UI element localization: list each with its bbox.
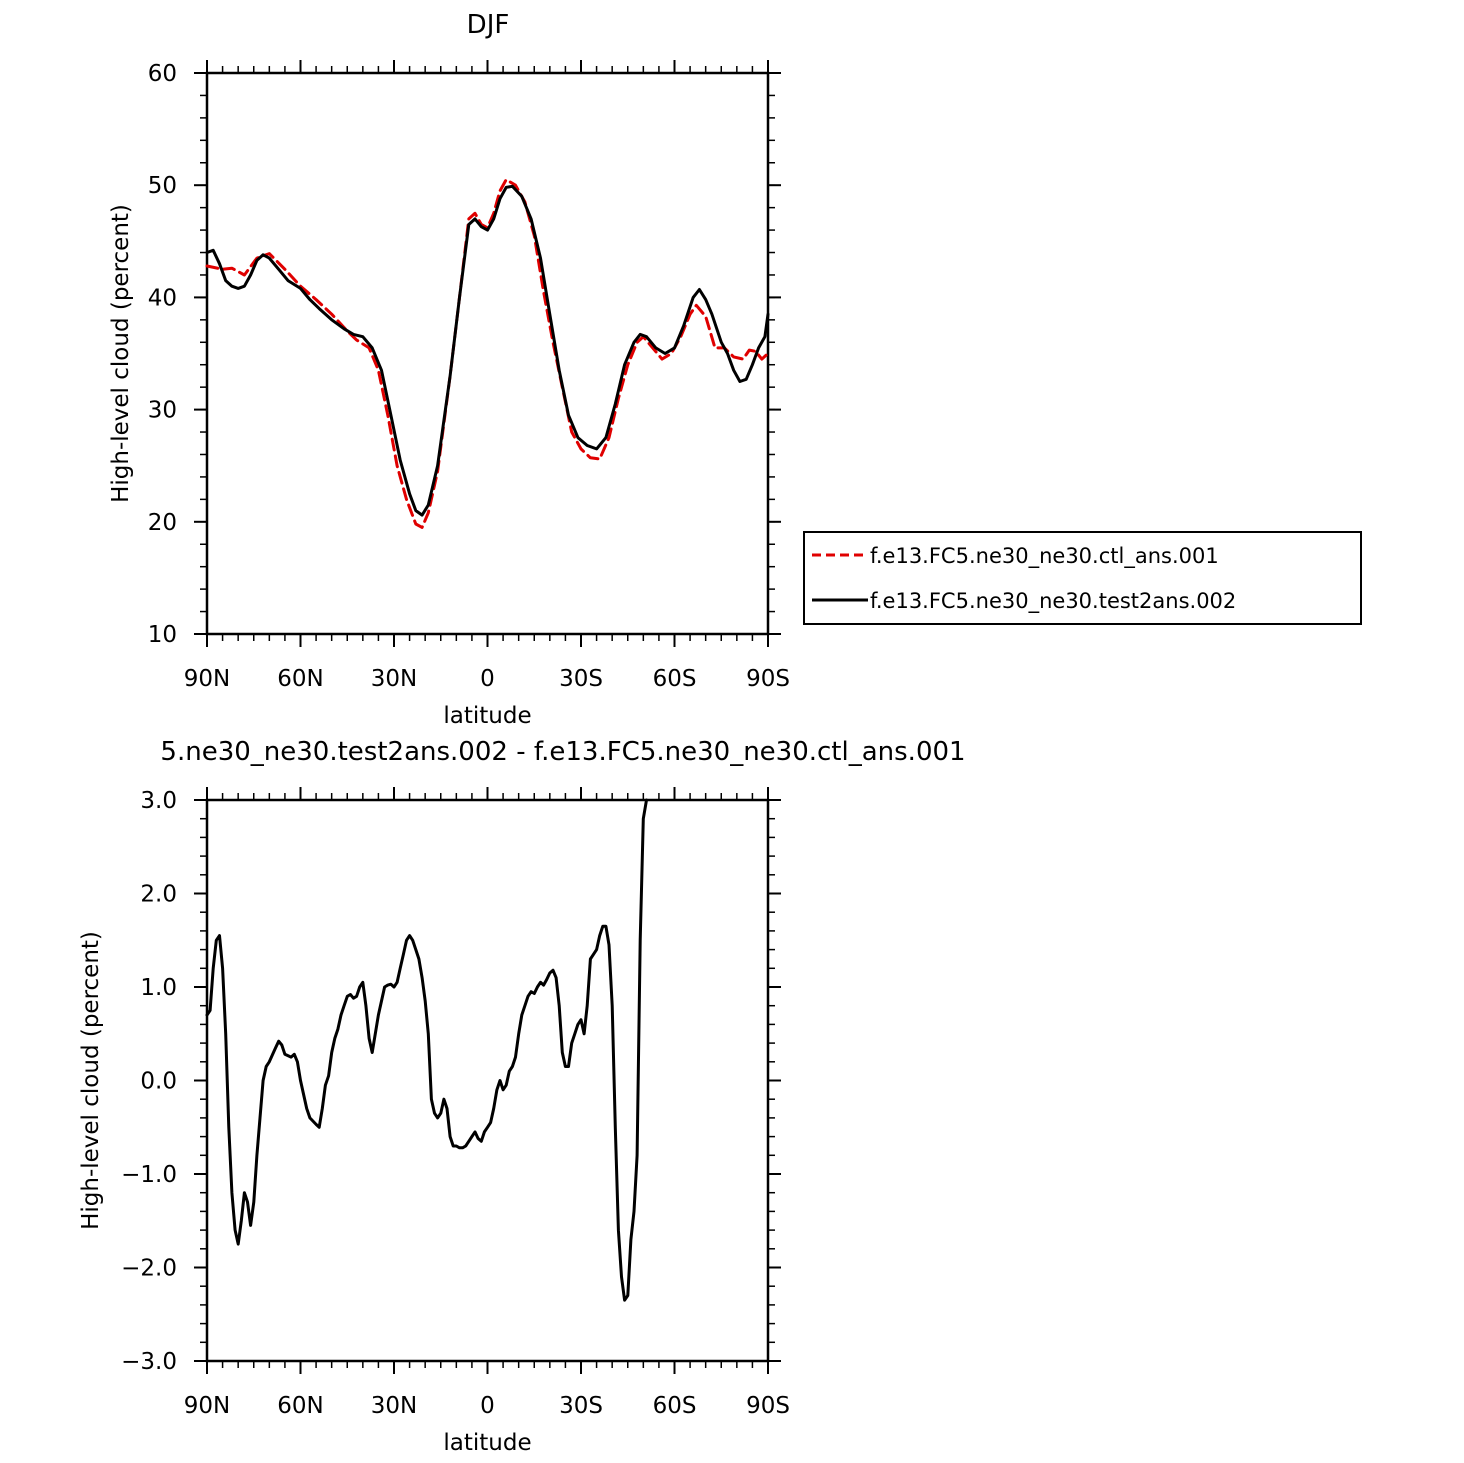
x-tick-label: 90N [184,1393,230,1419]
y-tick-label: −2.0 [121,1256,177,1282]
y-tick-label: 20 [148,510,177,536]
series-line-1 [205,798,648,1302]
y-tick-label: 3.0 [140,788,177,814]
x-tick-label: 90N [184,666,230,692]
legend-box [803,531,1362,625]
y-tick-label: −1.0 [121,1162,177,1188]
x-tick-label: 60N [277,666,323,692]
x-tick-label: 60S [653,666,697,692]
y-tick-label: 50 [148,173,177,199]
x-tick-label: 30N [371,1393,417,1419]
x-axis-label: latitude [443,703,531,729]
y-axis-label: High-level cloud (percent) [78,931,104,1230]
legend-label-1: f.e13.FC5.ne30_ne30.ctl_ans.001 [870,544,1219,569]
series-line-1 [205,178,770,529]
x-axis-label: latitude [443,1430,531,1456]
y-tick-label: 1.0 [140,975,177,1001]
x-tick-label: 0 [480,666,495,692]
y-tick-label: 0.0 [140,1069,177,1095]
y-tick-label: 10 [148,622,177,648]
y-tick-label: 40 [148,285,177,311]
y-tick-label: 2.0 [140,882,177,908]
x-tick-label: 90S [746,666,790,692]
legend: f.e13.FC5.ne30_ne30.ctl_ans.001 f.e13.FC5… [803,531,1362,625]
plot-frame [205,71,770,636]
x-tick-label: 60N [277,1393,323,1419]
y-tick-label: 60 [148,61,177,87]
chart-title: 5.ne30_ne30.test2ans.002 - f.e13.FC5.ne3… [160,737,965,767]
y-tick-label: −3.0 [121,1349,177,1375]
y-tick-label: 30 [148,398,177,424]
series-line-2 [205,184,770,517]
x-tick-label: 30S [559,666,603,692]
top-panel-djf: DJF 90N 60N 30N 0 30S 60S 90S latitude 10 20 30 40 50… [108,10,790,729]
x-tick-label: 0 [480,1393,495,1419]
x-tick-label: 30S [559,1393,603,1419]
bottom-panel-difference: 5.ne30_ne30.test2ans.002 - f.e13.FC5.ne3… [78,737,966,1456]
chart-title: DJF [467,10,510,40]
x-tick-label: 60S [653,1393,697,1419]
legend-label-2: f.e13.FC5.ne30_ne30.test2ans.002 [870,589,1236,614]
x-tick-label: 90S [746,1393,790,1419]
x-tick-label: 30N [371,666,417,692]
y-axis-label: High-level cloud (percent) [108,204,134,503]
